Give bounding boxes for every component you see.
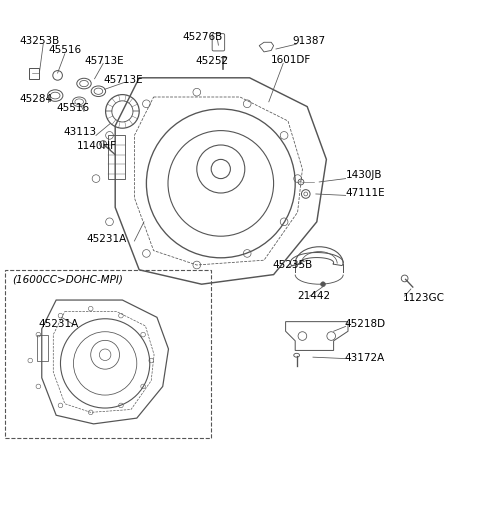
Text: 21442: 21442 — [298, 291, 331, 301]
Text: 45516: 45516 — [48, 45, 81, 55]
Text: 45713E: 45713E — [84, 56, 124, 66]
Text: 43113: 43113 — [63, 127, 96, 137]
Text: 43172A: 43172A — [345, 352, 385, 363]
Text: 1601DF: 1601DF — [271, 55, 312, 65]
Text: 43253B: 43253B — [19, 37, 60, 46]
Text: 45218D: 45218D — [345, 319, 386, 329]
Text: 91387: 91387 — [293, 37, 326, 46]
Text: 45516: 45516 — [57, 103, 90, 112]
Bar — [29, 68, 39, 79]
Bar — [108, 135, 125, 179]
Circle shape — [321, 282, 325, 287]
Text: 45276B: 45276B — [182, 32, 223, 42]
Text: (1600CC>DOHC-MPI): (1600CC>DOHC-MPI) — [12, 275, 123, 285]
Text: 45231A: 45231A — [38, 319, 79, 329]
Text: 45252: 45252 — [196, 56, 229, 66]
Text: 1123GC: 1123GC — [403, 293, 445, 303]
Text: 1430JB: 1430JB — [346, 170, 382, 180]
Text: 1140HF: 1140HF — [77, 141, 117, 151]
Text: 45284: 45284 — [19, 94, 52, 104]
Bar — [37, 334, 48, 360]
Text: 47111E: 47111E — [346, 188, 385, 198]
Text: 45235B: 45235B — [273, 260, 313, 270]
Text: 45713E: 45713E — [104, 75, 144, 85]
Text: 45231A: 45231A — [86, 234, 127, 244]
